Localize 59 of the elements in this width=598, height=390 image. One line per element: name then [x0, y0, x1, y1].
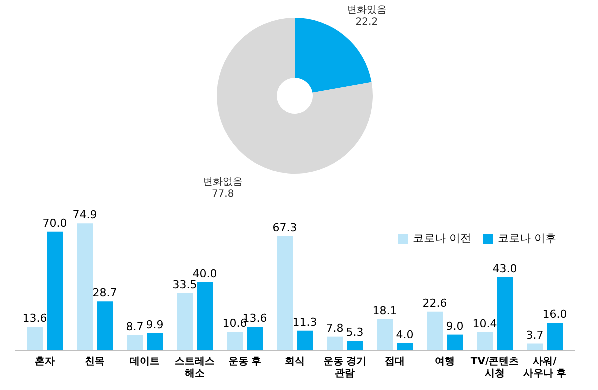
- data-label: 8.7: [126, 320, 144, 334]
- slice-label: 변화있음: [346, 5, 387, 16]
- bar: [77, 224, 93, 350]
- bar: [477, 332, 493, 350]
- bar: [447, 334, 463, 350]
- data-label: 16.0: [542, 308, 568, 321]
- data-label: 28.7: [92, 286, 118, 300]
- data-label: 10.4: [472, 317, 498, 330]
- bar: [177, 293, 193, 350]
- bar: [127, 335, 143, 350]
- bar: [327, 336, 343, 350]
- bar: [527, 344, 543, 350]
- x-tick-label: 회식: [285, 356, 305, 368]
- bar: [97, 302, 113, 350]
- x-tick-label: TV/콘텐츠 시청: [470, 356, 520, 380]
- bar: [347, 341, 363, 350]
- data-label: 67.3: [272, 221, 298, 234]
- data-label: 22.6: [422, 296, 448, 310]
- data-label: 22.2: [356, 17, 378, 28]
- data-label: 33.5: [172, 278, 198, 292]
- data-label: 77.8: [212, 188, 234, 200]
- data-label: 18.1: [372, 304, 398, 318]
- data-label: 5.3: [346, 326, 364, 340]
- x-tick-label: 접대: [385, 356, 405, 368]
- x-tick-label: 데이트: [130, 356, 160, 368]
- bar: [377, 319, 393, 350]
- x-tick-label: 친목: [85, 356, 105, 368]
- bar: [27, 327, 43, 350]
- data-label: 9.0: [446, 320, 464, 333]
- bar: [397, 343, 413, 350]
- x-tick-label: 혼자: [35, 356, 55, 368]
- data-label: 70.0: [42, 216, 68, 230]
- data-label: 13.6: [22, 312, 48, 326]
- data-label: 7.8: [326, 322, 344, 335]
- x-tick-label: 운동 경기 관람: [323, 356, 367, 380]
- data-label: 43.0: [492, 262, 518, 276]
- data-label: 4.0: [396, 328, 414, 342]
- data-label: 3.7: [526, 328, 544, 342]
- data-label: 40.0: [192, 268, 218, 280]
- bar: [197, 282, 213, 350]
- bar: [247, 327, 263, 350]
- x-tick-label: 여행: [435, 356, 455, 368]
- data-label: 74.9: [72, 208, 98, 222]
- bar: [227, 332, 243, 350]
- bar: [497, 277, 513, 350]
- legend-label: 코로나 이후: [498, 232, 556, 245]
- bar: [47, 232, 63, 350]
- x-tick-label: 스트레스 해소: [175, 356, 215, 380]
- slice-label: 변화없음: [203, 176, 244, 188]
- bar: [547, 323, 563, 350]
- bar: [297, 330, 313, 350]
- x-tick-label: 사워/ 사우나 후: [523, 356, 567, 380]
- bar: [147, 333, 163, 350]
- data-label: 9.9: [146, 318, 164, 332]
- data-label: 11.3: [292, 316, 318, 329]
- legend-label: 코로나 이전: [413, 232, 472, 245]
- bar: [277, 236, 293, 350]
- x-tick-label: 운동 후: [228, 356, 262, 368]
- bar: [427, 312, 443, 350]
